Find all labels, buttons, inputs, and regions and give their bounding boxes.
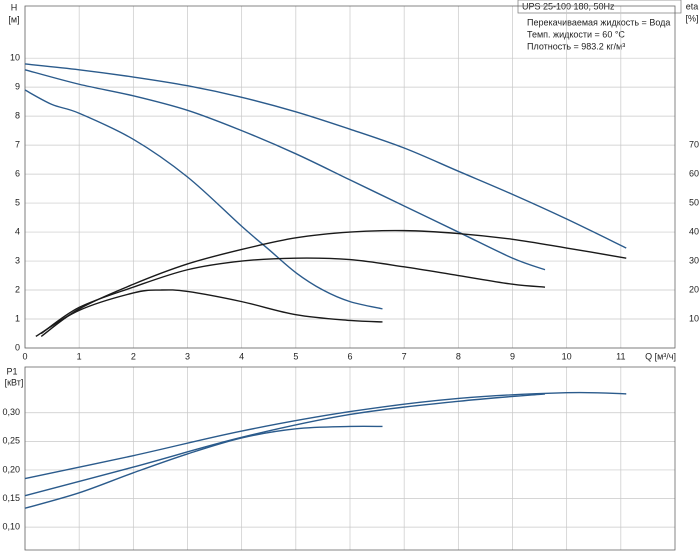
x-tick-label: 11 <box>616 351 625 361</box>
curve <box>40 229 627 337</box>
y-tick-label: 10 <box>10 53 20 63</box>
curve <box>24 393 546 497</box>
x-tick-label: 5 <box>293 351 298 361</box>
y-tick-label: 1 <box>15 313 20 323</box>
y-tick-label: 5 <box>15 197 20 207</box>
y-tick-label: 0,30 <box>2 407 20 417</box>
x-tick-label: 3 <box>185 351 190 361</box>
curve <box>40 257 546 335</box>
y-tick-label: 0 <box>15 342 20 352</box>
x-tick-label: 9 <box>510 351 515 361</box>
y-unit: [м] <box>8 14 19 24</box>
y2-label: eta <box>686 1 699 11</box>
y-tick-label: 0,25 <box>2 436 20 446</box>
title-box <box>517 0 682 14</box>
x-tick-label: 0 <box>22 351 27 361</box>
annotation: Темп. жидкости = 60 °C <box>527 29 625 39</box>
y2-tick-label: 20 <box>689 284 699 294</box>
curve <box>24 391 627 480</box>
y-tick-label: 9 <box>15 82 20 92</box>
x-tick-label: 2 <box>131 351 136 361</box>
y2-tick-label: 60 <box>689 168 699 178</box>
y-tick-label: 2 <box>15 284 20 294</box>
y-tick-label: 7 <box>15 139 20 149</box>
y-tick-label: 6 <box>15 168 20 178</box>
y2-tick-label: 40 <box>689 226 699 236</box>
x-tick-label: 7 <box>402 351 407 361</box>
y-label: P1 <box>6 366 17 376</box>
plot-frame <box>24 5 676 349</box>
curve <box>24 89 383 310</box>
x-tick-label: 4 <box>239 351 244 361</box>
plot-frame <box>24 366 676 551</box>
x-tick-label: 1 <box>77 351 82 361</box>
x-tick-label: 8 <box>456 351 461 361</box>
y2-tick-label: 50 <box>689 197 699 207</box>
y2-tick-label: 70 <box>689 139 699 149</box>
y-tick-label: 8 <box>15 111 20 121</box>
y2-tick-label: 30 <box>689 255 699 265</box>
curve <box>24 425 383 509</box>
x-tick-label: 10 <box>562 351 572 361</box>
y-tick-label: 0,15 <box>2 493 20 503</box>
curve <box>24 69 546 271</box>
y2-unit: [%] <box>685 13 698 23</box>
y2-tick-label: 10 <box>689 313 699 323</box>
y-label: H <box>11 2 18 12</box>
annotation: Перекачиваемая жидкость = Вода <box>527 17 670 27</box>
y-tick-label: 0,20 <box>2 464 20 474</box>
annotation: Плотность = 983.2 кг/м³ <box>527 41 625 51</box>
y-tick-label: 0,10 <box>2 522 20 532</box>
curve <box>35 289 383 338</box>
x-label: Q [м³/ч] <box>645 351 676 361</box>
y-tick-label: 3 <box>15 255 20 265</box>
y-unit: [кВт] <box>5 377 24 387</box>
y-tick-label: 4 <box>15 226 20 236</box>
x-tick-label: 6 <box>347 351 352 361</box>
curve <box>24 63 627 249</box>
